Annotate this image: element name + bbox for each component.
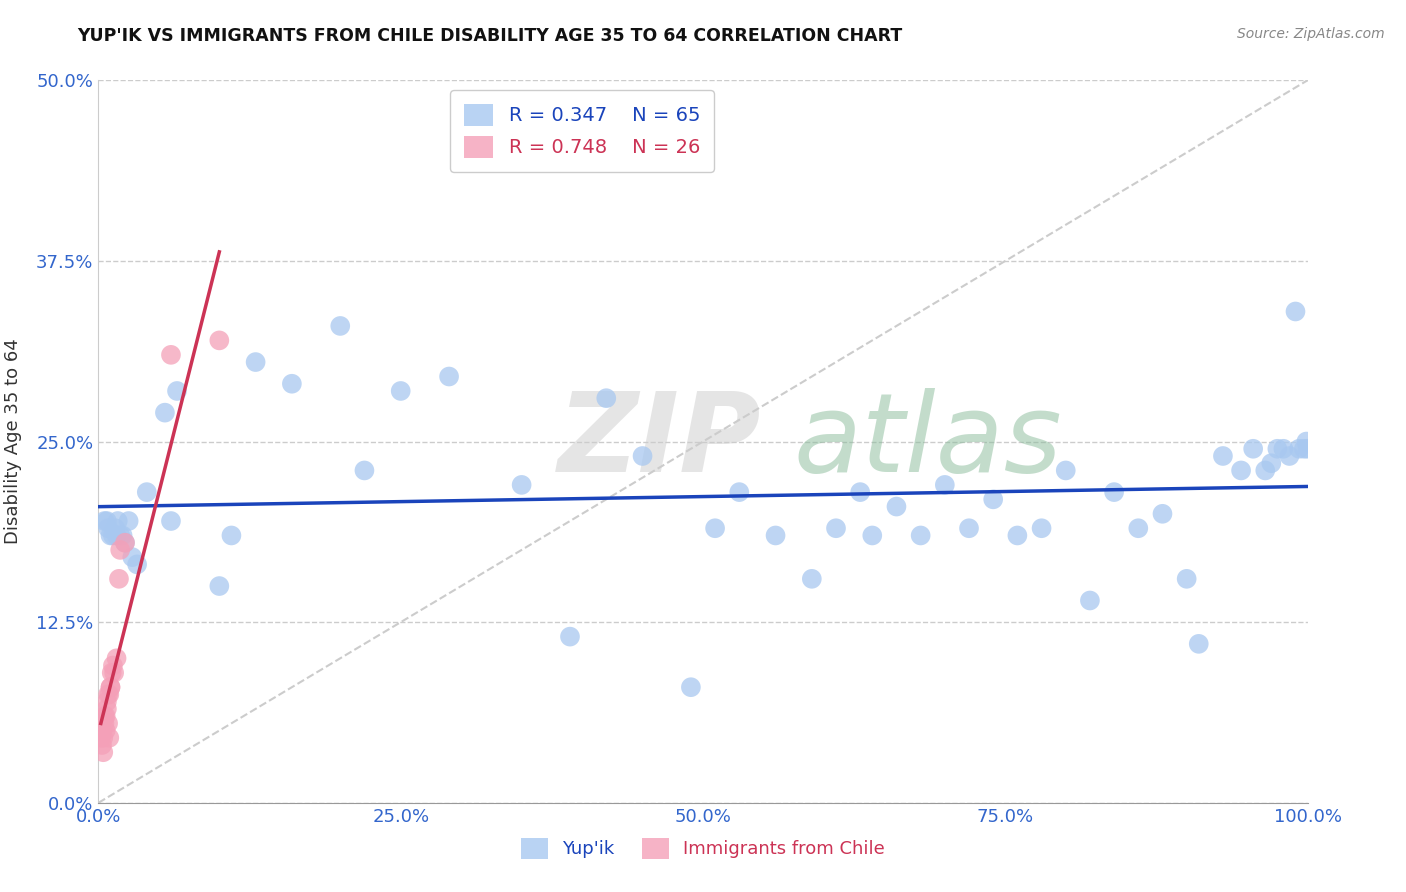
- Point: [94, 723, 117, 738]
- Point: [245, 355, 267, 369]
- Point: [389, 384, 412, 398]
- Point: [1267, 442, 1289, 456]
- Point: [160, 514, 183, 528]
- Point: [96, 695, 118, 709]
- Point: [1272, 442, 1295, 456]
- Point: [91, 723, 114, 738]
- Point: [981, 492, 1004, 507]
- Point: [94, 709, 117, 723]
- Point: [1175, 572, 1198, 586]
- Text: atlas: atlas: [793, 388, 1063, 495]
- Point: [1260, 456, 1282, 470]
- Point: [108, 528, 131, 542]
- Point: [208, 334, 231, 348]
- Point: [98, 687, 121, 701]
- Point: [108, 542, 131, 557]
- Point: [114, 535, 136, 549]
- Point: [510, 478, 533, 492]
- Point: [1241, 442, 1264, 456]
- Point: [1230, 463, 1253, 477]
- Text: Source: ZipAtlas.com: Source: ZipAtlas.com: [1237, 27, 1385, 41]
- Point: [97, 716, 120, 731]
- Point: [97, 687, 120, 701]
- Point: [93, 514, 115, 528]
- Point: [107, 514, 129, 528]
- Point: [1295, 434, 1317, 449]
- Point: [100, 680, 122, 694]
- Point: [1102, 485, 1125, 500]
- Point: [101, 528, 124, 542]
- Point: [97, 521, 120, 535]
- Point: [679, 680, 702, 694]
- Point: [166, 384, 188, 398]
- Point: [118, 514, 141, 528]
- Point: [281, 376, 304, 391]
- Point: [160, 348, 183, 362]
- Y-axis label: Disability Age 35 to 64: Disability Age 35 to 64: [4, 339, 22, 544]
- Point: [1296, 442, 1319, 456]
- Point: [957, 521, 980, 535]
- Text: YUP'IK VS IMMIGRANTS FROM CHILE DISABILITY AGE 35 TO 64 CORRELATION CHART: YUP'IK VS IMMIGRANTS FROM CHILE DISABILI…: [77, 27, 903, 45]
- Point: [800, 572, 823, 586]
- Point: [1031, 521, 1053, 535]
- Point: [765, 528, 787, 542]
- Point: [849, 485, 872, 500]
- Point: [934, 478, 956, 492]
- Point: [1188, 637, 1211, 651]
- Point: [90, 731, 112, 745]
- Point: [1007, 528, 1029, 542]
- Point: [910, 528, 932, 542]
- Point: [1292, 442, 1315, 456]
- Point: [1284, 304, 1306, 318]
- Point: [96, 702, 118, 716]
- Point: [100, 665, 122, 680]
- Point: [114, 535, 136, 549]
- Point: [886, 500, 908, 514]
- Point: [1288, 442, 1310, 456]
- Point: [353, 463, 375, 477]
- Point: [93, 709, 115, 723]
- Point: [728, 485, 751, 500]
- Point: [1152, 507, 1174, 521]
- Point: [121, 550, 143, 565]
- Point: [96, 514, 118, 528]
- Point: [1078, 593, 1101, 607]
- Point: [105, 651, 128, 665]
- Point: [98, 731, 121, 745]
- Point: [100, 528, 122, 542]
- Point: [104, 521, 127, 535]
- Point: [329, 318, 352, 333]
- Point: [208, 579, 231, 593]
- Point: [101, 658, 124, 673]
- Legend: Yup'ik, Immigrants from Chile: Yup'ik, Immigrants from Chile: [513, 830, 893, 866]
- Point: [1278, 449, 1301, 463]
- Point: [100, 680, 122, 694]
- Point: [111, 528, 134, 542]
- Point: [595, 391, 617, 405]
- Point: [103, 665, 125, 680]
- Point: [127, 558, 149, 572]
- Point: [221, 528, 243, 542]
- Point: [91, 731, 114, 745]
- Point: [1212, 449, 1234, 463]
- Point: [93, 716, 115, 731]
- Point: [825, 521, 848, 535]
- Point: [437, 369, 460, 384]
- Point: [860, 528, 883, 542]
- Point: [105, 528, 128, 542]
- Point: [135, 485, 157, 500]
- Text: ZIP: ZIP: [558, 388, 762, 495]
- Point: [558, 630, 581, 644]
- Point: [1254, 463, 1277, 477]
- Point: [108, 572, 131, 586]
- Point: [1128, 521, 1150, 535]
- Point: [704, 521, 727, 535]
- Point: [1054, 463, 1077, 477]
- Point: [91, 738, 114, 752]
- Point: [153, 406, 176, 420]
- Point: [91, 745, 114, 759]
- Point: [631, 449, 654, 463]
